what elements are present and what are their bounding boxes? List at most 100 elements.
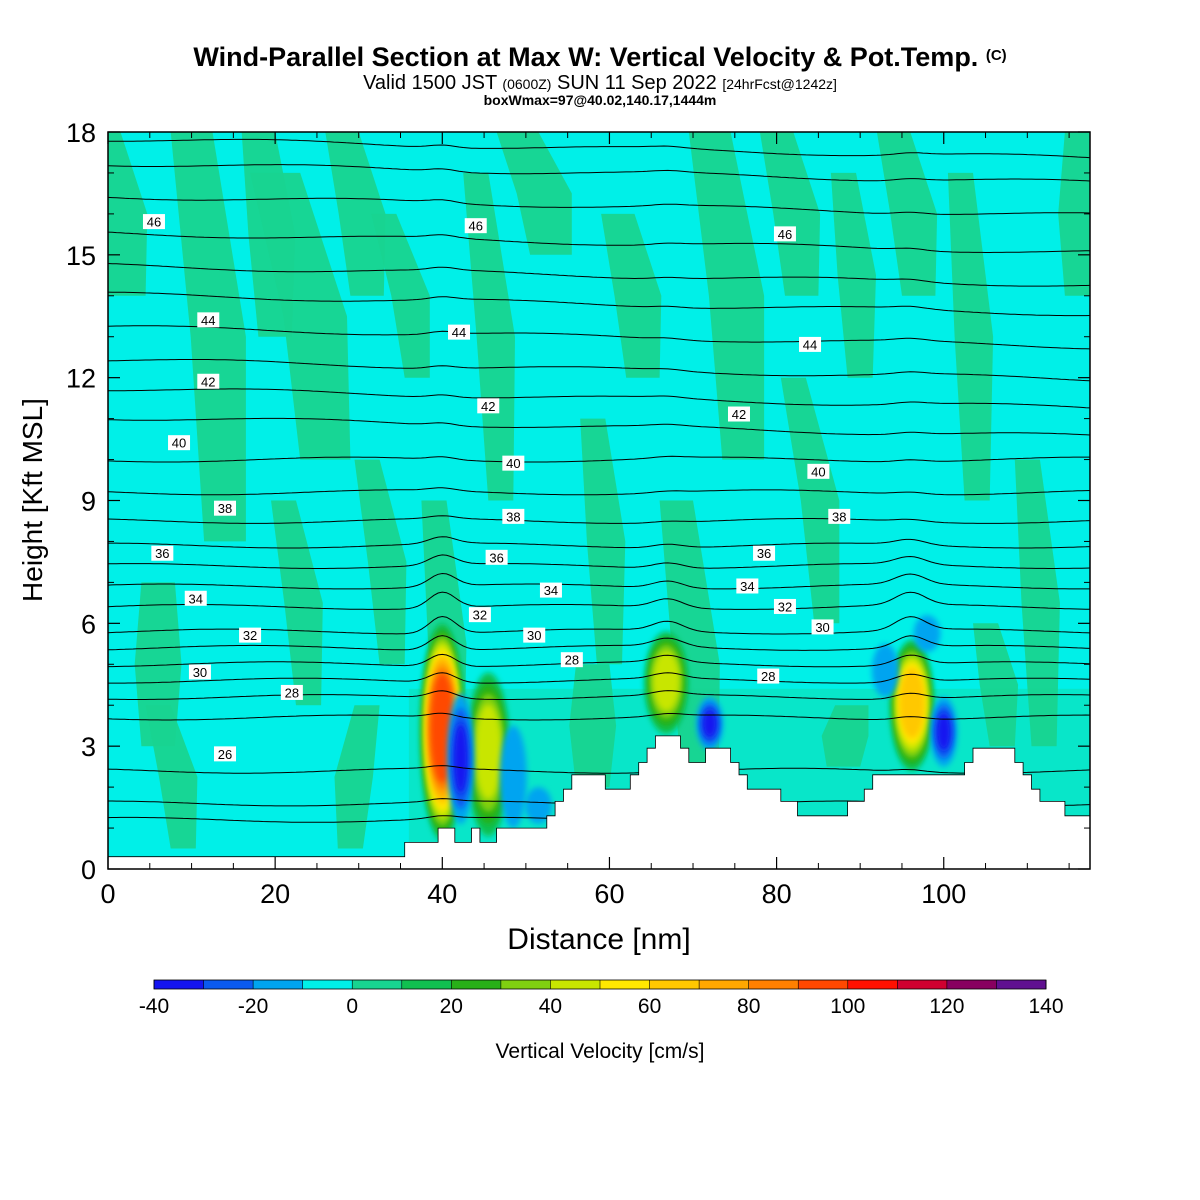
theta-label-28-0: 28: [280, 684, 303, 700]
theta-label-text-40-1: 40: [506, 456, 520, 471]
y-tick-label-9: 9: [81, 487, 96, 517]
downdraft-cell-1-level--10: [499, 725, 527, 829]
theta-label-38-2: 38: [828, 508, 851, 524]
colorbar-bin-5: [401, 980, 452, 989]
colorbar-bin-14: [847, 980, 898, 989]
downdraft-cell-3: [696, 697, 724, 751]
theta-label-30-0: 30: [188, 664, 211, 680]
colorbar-tick-label-0: -40: [139, 995, 169, 1018]
x-tick-label-60: 60: [594, 879, 624, 909]
updraft-streak-23: [821, 705, 869, 767]
theta-label-text-38-1: 38: [506, 509, 520, 524]
theta-label-44-2: 44: [799, 336, 822, 352]
theta-contour-extra-7: [108, 359, 1090, 382]
colorbar-bin-1: [203, 980, 254, 989]
downdraft-cell-5: [871, 643, 899, 698]
downdraft-cell-6: [913, 615, 941, 652]
theta-contour-34: [108, 591, 1090, 610]
updraft-streak-22: [569, 664, 617, 788]
updraft-cell-3-level-60: [899, 668, 925, 738]
theta-label-text-28-1: 28: [565, 653, 579, 668]
theta-contour-extra-5: [108, 487, 1090, 496]
downdraft-cell-0-level--30: [453, 723, 468, 794]
y-tick-label-6: 6: [81, 609, 96, 639]
updraft-streak-24: [973, 623, 1019, 747]
theta-contour-extra-11: [108, 164, 1090, 182]
theta-label-44-0: 44: [197, 312, 220, 328]
updraft-streak-20: [145, 705, 198, 849]
theta-label-text-30-0: 30: [193, 665, 207, 680]
colorbar-tick-label-2: 0: [346, 995, 358, 1018]
colorbar-tick-label-5: 60: [638, 995, 661, 1018]
theta-contour-42: [108, 388, 1090, 409]
theta-contour-extra-6: [108, 417, 1090, 436]
colorbar-bin-17: [996, 980, 1047, 989]
theta-label-34-2: 34: [736, 578, 759, 594]
theta-label-38-1: 38: [502, 508, 525, 524]
colorbar-tick-label-8: 120: [929, 995, 964, 1018]
y-tick-label-12: 12: [66, 364, 96, 394]
theta-contours: [108, 138, 1090, 823]
theta-contour-extra-0: [108, 690, 1090, 700]
theta-label-38-0: 38: [214, 500, 237, 516]
theta-label-text-34-2: 34: [740, 579, 754, 594]
theta-label-text-42-2: 42: [732, 407, 746, 422]
theta-label-text-44-0: 44: [201, 313, 215, 328]
theta-label-26-0: 26: [214, 746, 237, 762]
updraft-streak-4: [250, 172, 351, 460]
theta-label-text-34-1: 34: [544, 583, 558, 598]
colorbar-bin-4: [352, 980, 403, 989]
terrain: [108, 735, 1090, 869]
downdraft-cell-4: [930, 697, 958, 767]
theta-label-text-44-1: 44: [452, 325, 466, 340]
updraft-streak-26: [354, 459, 407, 665]
x-tick-label-100: 100: [921, 879, 966, 909]
theta-contour-30: [108, 672, 1090, 684]
theta-label-46-0: 46: [142, 214, 165, 230]
theta-label-40-2: 40: [807, 463, 830, 479]
theta-label-text-36-0: 36: [155, 546, 169, 561]
theta-label-42-2: 42: [727, 406, 750, 422]
downdraft-cell-5-level--10: [871, 643, 899, 698]
theta-label-36-0: 36: [151, 545, 174, 561]
theta-contour-extra-3: [108, 572, 1090, 590]
x-axis-label: Distance [nm]: [507, 923, 690, 956]
updraft-cell-2-level-40: [652, 651, 680, 711]
theta-contour-38: [108, 515, 1090, 524]
theta-label-28-2: 28: [757, 668, 780, 684]
updraft-streak-2: [170, 132, 246, 542]
updraft-cell-1: [466, 672, 510, 837]
y-tick-label-3: 3: [81, 732, 96, 762]
updraft-cell-3: [890, 639, 934, 771]
chart-title: Wind-Parallel Section at Max W: Vertical…: [193, 42, 1007, 72]
downdraft-cell-6-level--10: [913, 615, 941, 652]
updraft-streak-18: [1014, 459, 1060, 747]
updraft-cell-2: [644, 631, 688, 734]
downdraft-cell-2: [525, 787, 552, 824]
updraft-streak-10: [580, 418, 626, 665]
colorbar-tick-label-9: 140: [1028, 995, 1063, 1018]
theta-label-text-38-2: 38: [832, 509, 846, 524]
theta-contour-26: [108, 765, 1090, 774]
theta-label-text-28-2: 28: [761, 669, 775, 684]
theta-label-text-38-0: 38: [218, 501, 232, 516]
theta-contour-36: [108, 554, 1090, 569]
colorbar: -40 -20 0 20 40 60 80 100 120 140: [139, 979, 1064, 1018]
updraft-streak-11: [601, 213, 662, 378]
box-wmax-info: boxWmax=97@40.02,140.17,1444m: [483, 92, 717, 108]
theta-label-text-44-2: 44: [803, 337, 817, 352]
theta-label-34-0: 34: [184, 590, 207, 606]
updraft-streak-6: [371, 213, 430, 378]
colorbar-bin-3: [302, 980, 353, 989]
theta-label-text-36-1: 36: [489, 550, 503, 565]
theta-label-text-40-0: 40: [172, 436, 186, 451]
theta-label-text-42-0: 42: [201, 374, 215, 389]
updraft-streak-5: [325, 132, 386, 296]
colorbar-bin-0: [154, 980, 205, 989]
colorbar-tick-label-6: 80: [737, 995, 760, 1018]
downdraft-cell-2-level--10: [525, 787, 552, 824]
theta-contour-28: [108, 712, 1090, 721]
theta-label-text-30-1: 30: [527, 628, 541, 643]
theta-label-40-0: 40: [168, 435, 191, 451]
colorbar-bin-6: [451, 980, 502, 989]
